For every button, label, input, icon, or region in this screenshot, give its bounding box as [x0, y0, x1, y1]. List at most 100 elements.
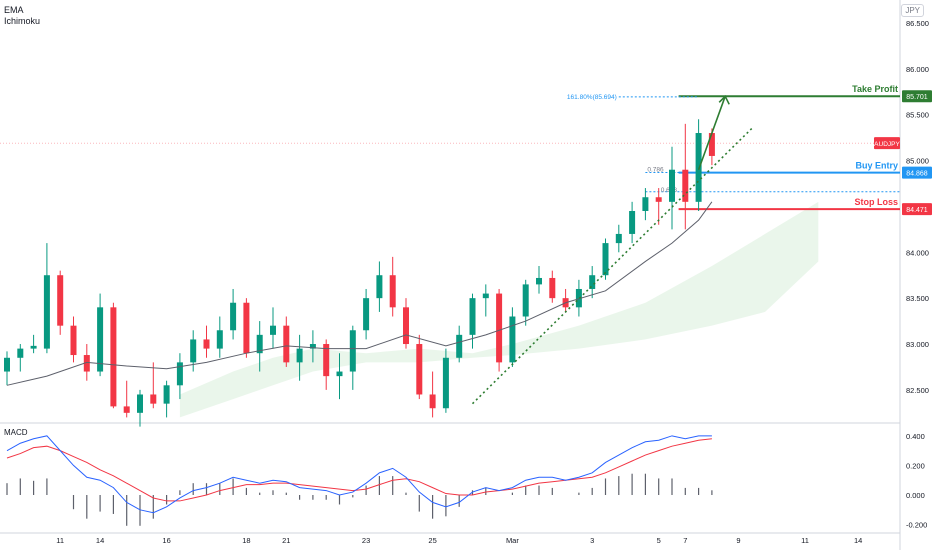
x-tick-label: 16: [162, 536, 170, 545]
macd-y-tick-label: 0.400: [906, 432, 925, 441]
candle-body[interactable]: [283, 325, 290, 363]
x-tick-label: 9: [736, 536, 740, 545]
candle-body[interactable]: [230, 302, 237, 331]
candle-body[interactable]: [296, 348, 303, 363]
candle-body[interactable]: [549, 277, 556, 299]
candle-body[interactable]: [70, 325, 77, 356]
price-tag[interactable]: [902, 166, 932, 179]
candle-body[interactable]: [376, 275, 383, 299]
candle-body[interactable]: [363, 298, 370, 331]
x-tick-label: 21: [282, 536, 290, 545]
ema-line: [6, 201, 713, 386]
candle-body[interactable]: [309, 344, 316, 349]
y-tick-label: 86.000: [906, 65, 929, 74]
indicator-label-ema[interactable]: EMA: [4, 5, 24, 15]
fib-extension-label: 161.80%(85.694): [567, 94, 617, 101]
candle-body[interactable]: [110, 307, 117, 407]
candle-body[interactable]: [270, 325, 276, 335]
candle-body[interactable]: [203, 339, 210, 349]
y-tick-label: 83.000: [906, 340, 929, 349]
candle-body[interactable]: [150, 394, 157, 404]
candle-body[interactable]: [30, 345, 37, 349]
candle-body[interactable]: [615, 233, 622, 244]
macd-signal-line: [6, 438, 712, 502]
level-label: Take Profit: [852, 84, 898, 94]
fib-label: 0.786: [647, 167, 664, 174]
candle-body[interactable]: [629, 211, 636, 234]
y-tick-label: 82.500: [906, 386, 929, 395]
indicator-label-ichimoku[interactable]: Ichimoku: [4, 16, 41, 26]
candle-body[interactable]: [482, 293, 489, 299]
candle-body[interactable]: [442, 357, 449, 409]
y-tick-label: 84.000: [906, 248, 929, 257]
x-tick-label: 3: [590, 536, 594, 545]
candle-body[interactable]: [682, 169, 689, 202]
candles: [4, 119, 715, 427]
candle-body[interactable]: [522, 284, 529, 317]
candle-body[interactable]: [336, 371, 343, 377]
level-label: Buy Entry: [855, 161, 898, 171]
candle-body[interactable]: [190, 339, 197, 363]
candle-body[interactable]: [4, 357, 10, 372]
price-tag[interactable]: [902, 203, 932, 216]
candle-body[interactable]: [256, 334, 263, 354]
candle-body[interactable]: [602, 243, 609, 276]
candle-body[interactable]: [43, 275, 50, 349]
y-tick-label: 85.500: [906, 111, 929, 120]
arrow-head: [718, 94, 730, 105]
candle-body[interactable]: [216, 330, 223, 349]
candle-body[interactable]: [349, 330, 356, 372]
candle-body[interactable]: [456, 334, 463, 358]
ema-path: [6, 201, 713, 386]
candle-body[interactable]: [97, 307, 104, 372]
candle-body[interactable]: [708, 133, 715, 156]
candle-body[interactable]: [575, 288, 582, 308]
macd-y-tick-label: 0.200: [906, 461, 925, 470]
x-tick-label: 11: [56, 536, 64, 545]
candle-body[interactable]: [642, 197, 649, 211]
x-tick-label: 14: [96, 536, 104, 545]
candle-body[interactable]: [83, 355, 90, 372]
grid: [0, 0, 901, 550]
candle-body[interactable]: [389, 275, 396, 308]
macd-title: MACD: [4, 428, 28, 437]
candle-body[interactable]: [137, 394, 143, 413]
candle-body[interactable]: [17, 348, 24, 358]
candle-body[interactable]: [123, 406, 130, 413]
candle-body[interactable]: [57, 275, 64, 326]
trend-line[interactable]: [471, 127, 753, 405]
x-tick-label: 14: [854, 536, 862, 545]
symbol-tag[interactable]: [874, 137, 900, 150]
currency-badge[interactable]: JPY: [901, 4, 924, 17]
candle-body[interactable]: [323, 344, 330, 377]
candle-body[interactable]: [655, 197, 662, 202]
projection-arrow[interactable]: [697, 96, 726, 170]
candle-body[interactable]: [669, 169, 675, 202]
candle-body[interactable]: [429, 394, 436, 409]
symbol-tag-label: AUDJPY: [874, 141, 900, 148]
price-tag-label: 84.868: [906, 171, 928, 178]
candle-body[interactable]: [243, 302, 250, 354]
candle-body[interactable]: [176, 362, 183, 386]
price-tag-label: 85.701: [906, 94, 928, 101]
candle-body[interactable]: [403, 307, 409, 345]
candle-body[interactable]: [469, 298, 476, 335]
x-tick-label: 18: [242, 536, 250, 545]
axes: 86.500 86.000 85.500 85.000 84.000 83.500 83.0…: [56, 19, 929, 545]
candle-body[interactable]: [416, 344, 423, 395]
candle-body[interactable]: [496, 293, 503, 363]
macd-y-tick-label: -0.200: [906, 521, 927, 530]
annotations: [471, 94, 753, 405]
macd-y-tick-label: 0.000: [906, 491, 925, 500]
price-tag[interactable]: [902, 90, 932, 103]
macd-pane: MACD: [4, 428, 713, 526]
y-tick-label: 83.500: [906, 294, 929, 303]
candle-body[interactable]: [589, 275, 596, 289]
macd-line: [6, 435, 712, 514]
candle-body[interactable]: [163, 385, 170, 404]
x-tick-label: 7: [683, 536, 687, 545]
candle-body[interactable]: [509, 316, 516, 363]
candle-body[interactable]: [536, 277, 542, 285]
y-tick-label: 85.000: [906, 157, 929, 166]
